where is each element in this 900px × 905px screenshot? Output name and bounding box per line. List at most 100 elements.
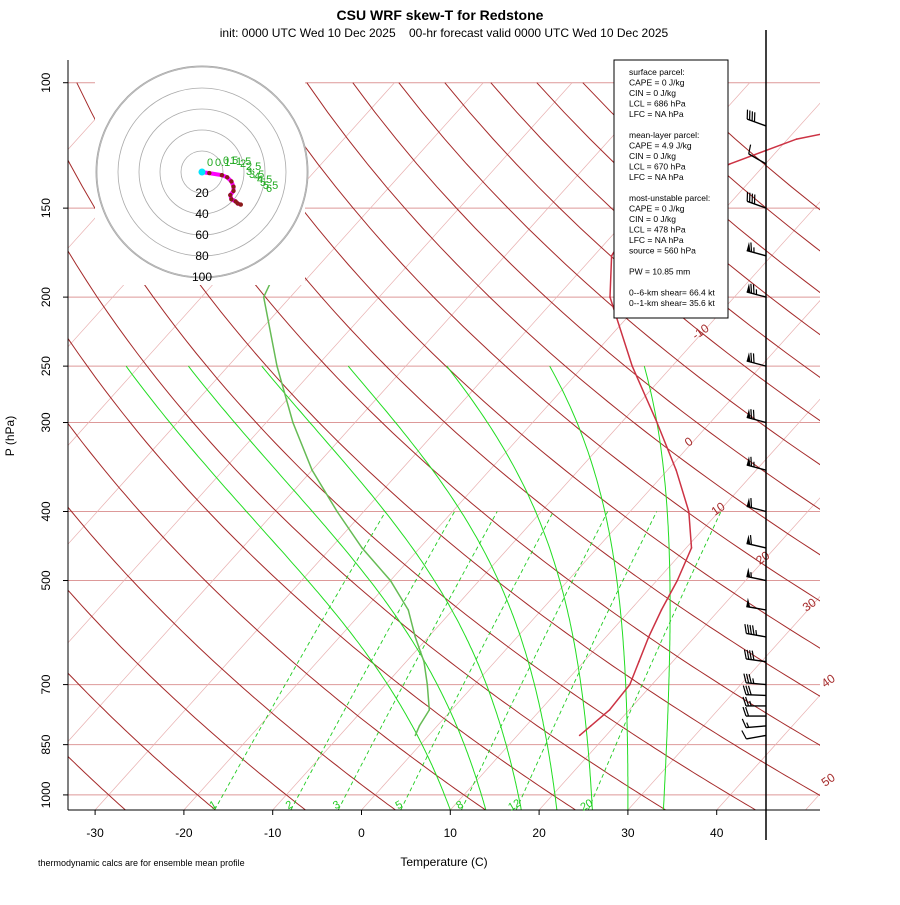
info-box-line: PW = 10.85 mm — [629, 267, 690, 277]
info-box-line: 0--6-km shear= 66.4 kt — [629, 288, 715, 298]
dewpoint-point — [414, 636, 416, 638]
hodograph-point — [229, 197, 233, 201]
isotherm-label: 10 — [709, 499, 728, 518]
wind-barb — [745, 624, 766, 637]
wind-barb-half — [747, 723, 749, 728]
temperature-point — [729, 163, 731, 165]
dewpoint-point — [390, 580, 392, 582]
temperature-point — [579, 735, 581, 737]
info-box-line: CAPE = 0 J/kg — [629, 204, 685, 214]
info-box-line: 0--1-km shear= 35.6 kt — [629, 298, 715, 308]
wind-barb-full — [743, 686, 746, 695]
hodograph-point — [231, 185, 235, 189]
wind-barb — [747, 456, 766, 470]
y-tick-label: 300 — [39, 412, 53, 432]
wind-barb-shaft — [746, 695, 766, 696]
chart-subtitle: init: 0000 UTC Wed 10 Dec 2025 00-hr for… — [220, 26, 669, 40]
mixing-ratio-line — [461, 512, 607, 811]
wind-barb-full — [751, 535, 752, 545]
dewpoint-point — [361, 547, 363, 549]
wind-barb — [746, 598, 766, 610]
wind-barb-full — [754, 353, 755, 363]
isotherm-line — [894, 83, 900, 810]
hodograph-point — [231, 189, 235, 193]
temperature-point — [656, 422, 658, 424]
info-box-line: LCL = 478 hPa — [629, 225, 686, 235]
wind-barb-full — [754, 410, 755, 420]
isotherm-label: 20 — [753, 548, 772, 567]
wind-barb — [742, 719, 766, 728]
dry-adiabat — [307, 83, 900, 810]
moist-adiabat — [348, 366, 557, 810]
mixing-ratio-line — [215, 512, 386, 811]
wind-barb-full — [745, 650, 747, 659]
y-tick-label: 200 — [39, 287, 53, 307]
wind-barb — [747, 535, 767, 548]
temperature-point — [661, 609, 663, 611]
hodograph-ring-label: 40 — [195, 207, 209, 221]
mixing-ratio-label: 12 — [506, 797, 523, 814]
info-box-line: LFC = NA hPa — [629, 172, 684, 182]
moist-adiabat — [262, 366, 522, 810]
hodograph-point — [207, 171, 211, 175]
y-tick-label: 100 — [39, 72, 53, 92]
info-box-line: CIN = 0 J/kg — [629, 88, 676, 98]
info-box-line: CAPE = 0 J/kg — [629, 78, 685, 88]
wind-barb-full — [749, 686, 752, 695]
moist-adiabat — [126, 366, 450, 810]
wind-barb — [744, 674, 766, 685]
info-box-line: most-unstable parcel: — [629, 193, 710, 203]
wind-barb-full — [750, 650, 752, 659]
dewpoint-point — [423, 661, 425, 663]
x-tick-label: 40 — [710, 826, 724, 840]
info-box-line: source = 560 hPa — [629, 246, 696, 256]
wind-barb-full — [749, 674, 751, 683]
dewpoint-point — [415, 735, 417, 737]
wind-barb-full — [742, 719, 746, 728]
wind-barb-full — [746, 686, 749, 695]
y-axis-label: P (hPa) — [3, 416, 17, 456]
x-tick-label: 0 — [358, 826, 365, 840]
x-tick-label: 20 — [532, 826, 546, 840]
dewpoint-point — [311, 469, 313, 471]
dry-adiabat — [261, 83, 900, 810]
wind-barb — [747, 409, 766, 423]
y-tick-label: 700 — [39, 674, 53, 694]
wind-barb-half — [756, 630, 757, 635]
wind-barb — [743, 686, 766, 696]
wind-barb-full — [747, 674, 749, 683]
wind-barb-full — [754, 284, 755, 294]
isotherm-label: -10 — [689, 321, 712, 343]
hodograph-ring-label: 80 — [195, 249, 209, 263]
wind-barb-shaft — [746, 735, 766, 738]
info-box-line: LCL = 686 hPa — [629, 99, 686, 109]
hodograph-point — [220, 173, 224, 177]
wind-barb-full — [751, 498, 752, 508]
wind-barb-full — [753, 625, 754, 634]
wind-barb-full — [748, 625, 749, 634]
wind-barb-flag — [747, 535, 751, 545]
wind-barb-flag — [747, 242, 751, 252]
isotherm-label: 40 — [819, 671, 838, 690]
temperature-point — [675, 469, 677, 471]
wind-barb — [747, 110, 766, 126]
isotherm-label: 50 — [819, 770, 838, 789]
wind-barb-shaft — [747, 119, 766, 126]
temperature-point — [638, 661, 640, 663]
x-tick-label: -10 — [264, 826, 282, 840]
info-box-line: surface parcel: — [629, 67, 685, 77]
wind-barb-full — [742, 731, 747, 739]
info-box-line: LCL = 670 hPa — [629, 162, 686, 172]
temperature-point — [609, 296, 611, 298]
hodograph-point — [229, 179, 233, 183]
wind-barb-shaft — [749, 154, 766, 164]
x-tick-label: 30 — [621, 826, 635, 840]
y-tick-label: 1000 — [39, 781, 53, 808]
wind-barb — [747, 283, 766, 297]
wind-barb-full — [751, 284, 752, 293]
moist-adiabat — [188, 366, 485, 810]
info-box-line: CAPE = 4.9 J/kg — [629, 141, 692, 151]
dewpoint-point — [419, 725, 421, 727]
wind-barb-flag — [746, 598, 750, 608]
